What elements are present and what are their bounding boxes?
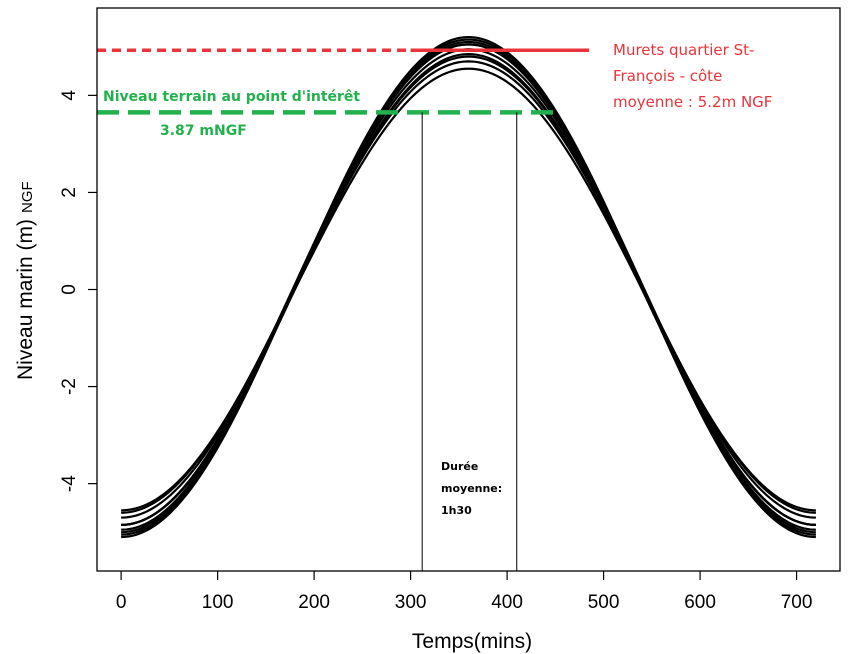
x-tick-label: 400 (491, 592, 523, 613)
tide-curve-1 (121, 60, 816, 514)
x-tick-label: 200 (298, 592, 330, 613)
annotation-green-line-2: 3.87 mNGF (160, 123, 247, 139)
y-axis-label-text: Niveau marin (m) (14, 219, 37, 380)
x-tick-label: 500 (588, 592, 620, 613)
y-tick-label: -4 (59, 475, 80, 492)
y-tick-label: 4 (59, 90, 80, 101)
tide-curve-4 (121, 48, 816, 526)
tide-curve-5 (121, 43, 816, 526)
x-tick-label: 300 (395, 592, 427, 613)
annotation-red-line-2: François - côte (613, 67, 722, 85)
annotation-green-line-1: Niveau terrain au point d'intérêt (103, 89, 360, 105)
tide-curve-9 (121, 36, 816, 539)
annotation-duration-line-1: Durée (441, 460, 478, 473)
x-tick-label: 600 (684, 592, 716, 613)
annotation-duration-line-2: moyenne: (441, 482, 502, 495)
y-axis-label: Niveau marin (m) NGF (14, 181, 37, 380)
y-tick-label: 2 (59, 187, 80, 198)
y-tick-label: -2 (59, 378, 80, 395)
x-tick-label: 700 (781, 592, 813, 613)
y-axis-label-unit: NGF (19, 181, 36, 213)
tide-curve-2 (121, 55, 816, 519)
reference-lines (97, 48, 590, 571)
x-axis-label: Temps(mins) (412, 630, 532, 653)
y-tick-label: 0 (59, 284, 80, 295)
x-axis: 0 100 200 300 400 500 600 700 (116, 571, 813, 613)
tide-curve-6 (121, 43, 816, 531)
annotation-red-line-1: Murets quartier St- (613, 41, 754, 59)
y-axis: -4 -2 0 2 4 (59, 90, 97, 492)
annotation-duration-line-3: 1h30 (441, 504, 472, 517)
x-tick-label: 0 (116, 592, 127, 613)
annotation-red-line-3: moyenne : 5.2m NGF (613, 93, 772, 111)
tide-curve-7 (121, 40, 816, 534)
x-tick-label: 100 (202, 592, 234, 613)
